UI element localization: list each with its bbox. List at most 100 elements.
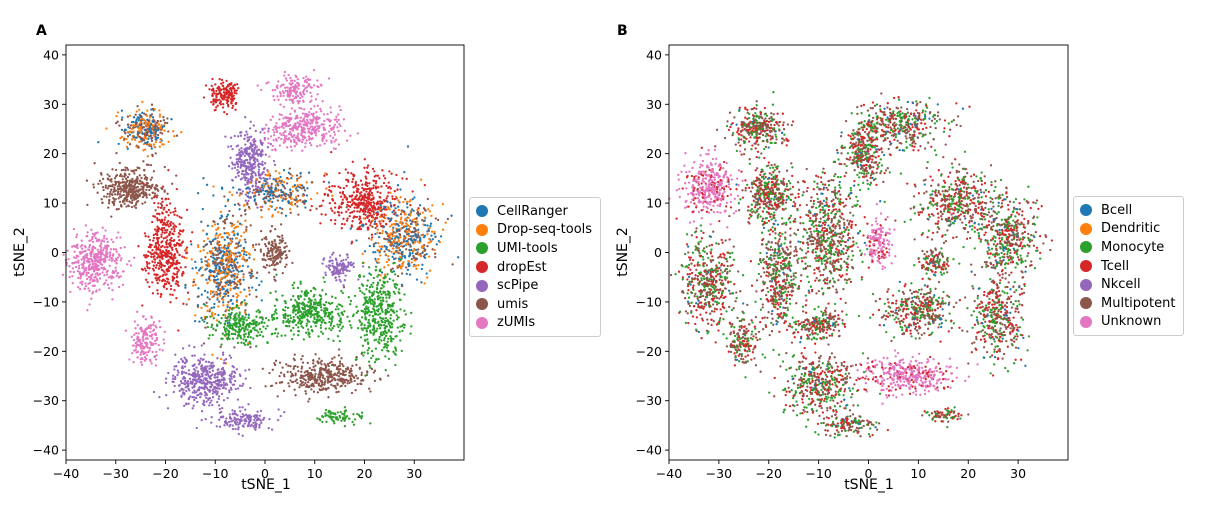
scatter-point-cellranger: [220, 186, 224, 189]
scatter-point-dropest: [354, 195, 357, 199]
scatter-point-umis: [163, 121, 167, 124]
scatter-point-scpipe: [257, 165, 261, 169]
scatter-point-umis: [139, 123, 143, 126]
scatter-point-dropest: [346, 178, 350, 182]
scatter-point-dropest: [173, 230, 176, 233]
scatter-point-cellranger: [205, 260, 208, 263]
scatter-point-zumis: [88, 281, 92, 284]
scatter-point-dropest: [144, 269, 148, 272]
scatter-point-umis: [367, 237, 371, 240]
scatter-point-scpipe: [361, 265, 365, 268]
scatter-point-zumis: [72, 256, 76, 259]
scatter-point-zumis: [90, 274, 93, 277]
scatter-point-dropest: [390, 172, 393, 175]
scatter-point-zumis: [307, 135, 311, 138]
scatter-point-umi-tools: [296, 305, 299, 308]
scatter-point-umis: [385, 231, 388, 235]
scatter-point-dropest: [225, 96, 228, 99]
scatter-point-umis: [149, 178, 152, 181]
scatter-point-umis: [225, 249, 228, 253]
scatter-point-zumis: [90, 277, 93, 280]
scatter-point-umi-tools: [284, 314, 287, 317]
scatter-point-dropest: [211, 77, 214, 81]
scatter-point-drop-seq-tools: [148, 116, 152, 119]
scatter-point-dropest: [162, 237, 165, 240]
scatter-point-zumis: [94, 273, 97, 276]
scatter-point-dropest: [378, 220, 381, 223]
scatter-point-cellranger: [124, 128, 127, 132]
scatter-point-zumis: [88, 303, 91, 306]
scatter-point-umis: [113, 186, 116, 189]
scatter-point-zumis: [105, 237, 108, 240]
scatter-point-cellranger: [372, 245, 376, 248]
scatter-point-zumis: [294, 74, 297, 77]
scatter-point-dropest: [229, 93, 232, 97]
scatter-point-drop-seq-tools: [217, 234, 220, 237]
scatter-point-cellranger: [223, 269, 226, 272]
scatter-point-scpipe: [253, 162, 256, 166]
scatter-point-zumis: [83, 268, 86, 271]
scatter-point-scpipe: [334, 257, 338, 260]
scatter-point-drop-seq-tools: [427, 208, 430, 211]
scatter-point-umi-tools: [284, 301, 287, 305]
scatter-point-umis: [118, 124, 121, 127]
scatter-point-cellranger: [402, 210, 406, 213]
scatter-point-drop-seq-tools: [239, 291, 242, 294]
scatter-point-umi-tools: [294, 309, 297, 312]
scatter-point-umis: [150, 103, 154, 106]
scatter-point-dropest: [367, 220, 371, 223]
scatter-point-umis: [219, 345, 222, 348]
scatter-point-scpipe: [338, 254, 342, 257]
scatter-point-cellranger: [387, 239, 390, 242]
scatter-point-umis: [401, 245, 405, 248]
scatter-point-umis: [159, 202, 163, 205]
scatter-point-zumis: [336, 126, 339, 129]
scatter-point-umis: [231, 214, 235, 217]
scatter-point-zumis: [96, 260, 100, 263]
scatter-point-drop-seq-tools: [132, 123, 135, 127]
scatter-point-scpipe: [246, 181, 249, 184]
scatter-point-dropest: [218, 89, 221, 92]
scatter-point-umis: [265, 254, 269, 257]
scatter-point-umi-tools: [276, 299, 279, 302]
scatter-point-umis: [114, 168, 118, 172]
scatter-point-umis: [299, 175, 302, 178]
scatter-point-zumis: [293, 139, 296, 143]
scatter-point-dropest: [234, 108, 237, 111]
scatter-point-cellranger: [406, 239, 409, 243]
scatter-point-umi-tools: [337, 308, 340, 311]
scatter-point-scpipe: [240, 131, 243, 134]
scatter-point-umis: [407, 228, 410, 231]
scatter-point-dropest: [156, 225, 159, 228]
scatter-point-scpipe: [247, 154, 251, 157]
scatter-point-umi-tools: [285, 325, 289, 328]
scatter-point-umi-tools: [328, 320, 331, 324]
scatter-point-zumis: [112, 253, 115, 256]
scatter-point-dropest: [231, 106, 234, 110]
scatter-point-umis: [247, 205, 251, 209]
scatter-point-umis: [112, 190, 115, 194]
scatter-point-cellranger: [222, 295, 225, 299]
scatter-point-umis: [243, 238, 247, 241]
scatter-point-dropest: [329, 207, 333, 210]
scatter-point-umis: [389, 241, 392, 244]
scatter-point-umis: [171, 182, 174, 185]
scatter-point-umis: [175, 174, 178, 177]
scatter-point-zumis: [334, 138, 338, 141]
scatter-point-umis: [121, 175, 124, 178]
scatter-point-umi-tools: [330, 320, 334, 323]
scatter-point-zumis: [119, 259, 122, 262]
scatter-point-zumis: [289, 112, 292, 116]
scatter-point-cellranger: [405, 272, 408, 276]
scatter-point-zumis: [97, 250, 100, 254]
scatter-point-umi-tools: [275, 273, 278, 276]
scatter-point-drop-seq-tools: [390, 250, 393, 254]
scatter-point-zumis: [85, 266, 88, 269]
scatter-point-umis: [270, 243, 273, 247]
scatter-point-umis: [239, 282, 242, 285]
scatter-point-umis: [106, 192, 109, 196]
scatter-point-umi-tools: [295, 323, 298, 327]
scatter-point-umis: [126, 175, 130, 179]
scatter-point-umis: [250, 269, 254, 273]
scatter-point-zumis: [77, 255, 80, 258]
